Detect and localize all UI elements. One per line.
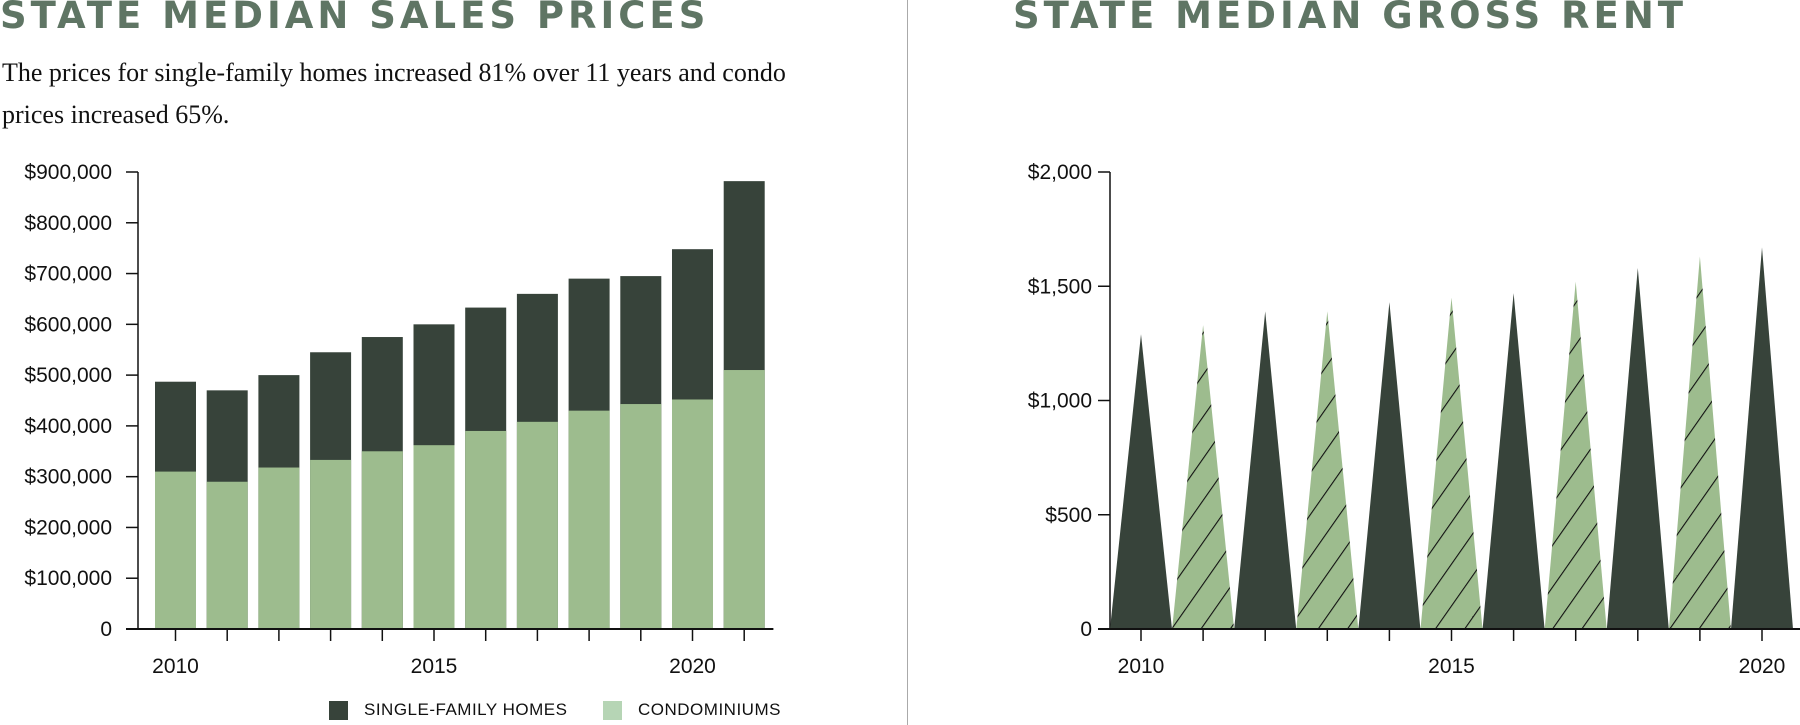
rent-triangle <box>1731 247 1793 629</box>
bar-condominium <box>361 451 403 629</box>
sales-price-chart: 0 $100,000 $200,000 $300,000 $400,000 $500,00… <box>24 161 774 678</box>
x-tick-label: 2015 <box>411 655 458 678</box>
rent-triangle <box>1110 334 1172 629</box>
legend-label: SINGLE-FAMILY HOMES <box>364 700 568 719</box>
x-tick-label: 2010 <box>152 655 199 678</box>
rent-triangle <box>1482 293 1545 629</box>
bar-condominium <box>672 399 713 629</box>
y-tick-label: $700,000 <box>24 263 112 286</box>
bar-condominium <box>723 370 765 629</box>
y-tick-label: $400,000 <box>24 415 112 438</box>
x-tick-label: 2020 <box>1739 655 1786 678</box>
bar-condominium <box>413 445 455 629</box>
gross-rent-chart: 0 $500 $1,000 $1,500 $2,000 2010 2015 2020 <box>1028 161 1800 678</box>
x-tick-label: 2015 <box>1428 655 1475 678</box>
rent-triangle <box>1668 256 1731 629</box>
bar-condominium <box>568 410 610 629</box>
legend-item-condominiums: CONDOMINIUMS <box>603 700 781 720</box>
sales-chart-title: STATE MEDIAN SALES PRICES <box>0 0 710 37</box>
legend-label: CONDOMINIUMS <box>638 700 781 719</box>
y-tick-label: 0 <box>100 618 112 641</box>
y-tick-label: $500,000 <box>24 364 112 387</box>
sales-chart-subtitle: The prices for single-family homes incre… <box>2 58 786 129</box>
bar-condominium <box>310 459 352 629</box>
legend-swatch-light <box>603 700 622 720</box>
y-tick-label: $200,000 <box>24 516 112 539</box>
y-tick-label: $800,000 <box>24 212 112 235</box>
bar-condominium <box>516 421 558 629</box>
panel-divider <box>907 0 908 725</box>
rent-triangle <box>1544 281 1607 629</box>
rent-chart-title: STATE MEDIAN GROSS RENT <box>1013 0 1688 37</box>
y-tick-label: $1,000 <box>1028 390 1092 413</box>
bar-condominium <box>620 404 662 629</box>
bar-condominium <box>258 467 300 629</box>
y-tick-label: $300,000 <box>24 466 112 489</box>
rent-triangle <box>1234 311 1297 629</box>
y-tick-label: $600,000 <box>24 313 112 336</box>
y-tick-label: 0 <box>1080 618 1092 641</box>
rent-triangle <box>1296 311 1359 629</box>
rent-triangle <box>1420 297 1483 629</box>
bar-condominium <box>465 430 507 629</box>
legend-swatch-dark <box>329 700 348 720</box>
y-tick-label: $1,500 <box>1028 275 1092 298</box>
bar-condominium <box>206 481 248 629</box>
y-tick-label: $100,000 <box>24 567 112 590</box>
y-tick-label: $2,000 <box>1028 161 1092 184</box>
legend-item-single-family: SINGLE-FAMILY HOMES <box>329 700 567 720</box>
rent-triangle <box>1172 325 1235 629</box>
rent-triangle <box>1358 302 1421 629</box>
x-tick-label: 2020 <box>669 655 716 678</box>
bar-condominium <box>155 471 196 629</box>
y-tick-label: $900,000 <box>24 161 112 184</box>
y-tick-label: $500 <box>1045 504 1092 527</box>
x-tick-label: 2010 <box>1118 655 1165 678</box>
rent-triangle <box>1606 267 1669 629</box>
